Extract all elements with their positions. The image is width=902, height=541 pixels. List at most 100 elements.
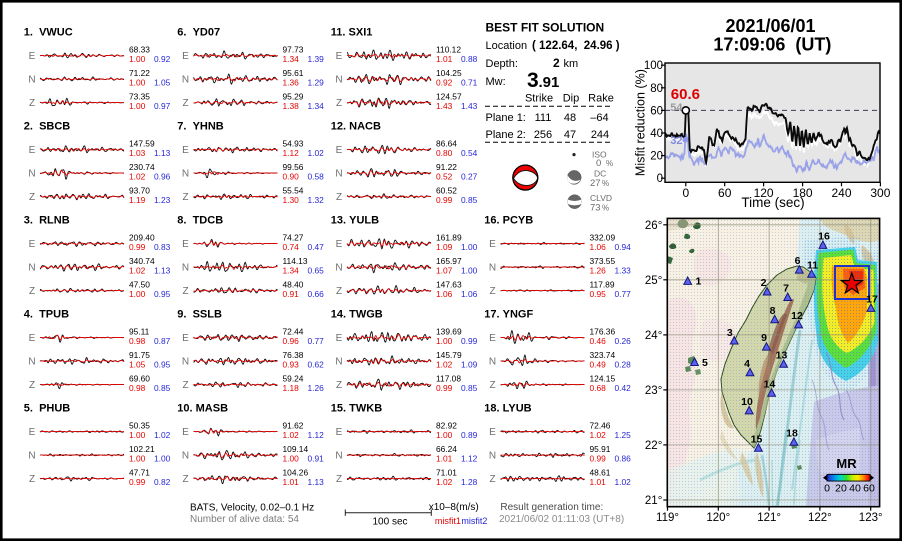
svg-text:0.94: 0.94 — [615, 242, 632, 252]
svg-text:114.13: 114.13 — [283, 256, 308, 266]
svg-text:1.00: 1.00 — [461, 265, 478, 275]
svg-text:8: 8 — [770, 305, 776, 317]
svg-text:BATS, Velocity, 0.02–0.1 Hz: BATS, Velocity, 0.02–0.1 Hz — [190, 503, 314, 514]
svg-text:Z: Z — [336, 286, 342, 297]
svg-text:6. YD07: 6. YD07 — [177, 27, 220, 39]
svg-text:Z: Z — [489, 474, 495, 485]
svg-text:1.29: 1.29 — [308, 77, 325, 87]
svg-text:74.27: 74.27 — [283, 232, 304, 242]
svg-text:Location: Location — [486, 40, 528, 52]
svg-text:E: E — [336, 427, 343, 438]
svg-text:N: N — [182, 357, 189, 368]
svg-text:0.68: 0.68 — [590, 383, 607, 393]
svg-text:E: E — [336, 145, 343, 156]
svg-text:E: E — [336, 239, 343, 250]
svg-text:0.98: 0.98 — [129, 336, 146, 346]
svg-text:0.86: 0.86 — [615, 453, 632, 463]
svg-text:69.60: 69.60 — [129, 373, 150, 383]
svg-text:117.08: 117.08 — [436, 373, 461, 383]
svg-text:256: 256 — [534, 129, 552, 141]
svg-text:100 sec: 100 sec — [372, 516, 407, 527]
svg-text:323.74: 323.74 — [590, 350, 616, 360]
svg-text:0.93: 0.93 — [283, 359, 300, 369]
svg-text:Result generation time:: Result generation time: — [500, 502, 603, 513]
svg-text:27: 27 — [590, 178, 601, 189]
svg-text:122°: 122° — [808, 512, 832, 524]
svg-text:54.93: 54.93 — [283, 138, 304, 148]
svg-text:0.77: 0.77 — [308, 336, 325, 346]
svg-text:120°: 120° — [706, 512, 730, 524]
svg-text:244: 244 — [591, 129, 609, 141]
svg-text:124.15: 124.15 — [590, 373, 616, 383]
svg-text:0.89: 0.89 — [461, 430, 478, 440]
svg-text:1.26: 1.26 — [308, 383, 325, 393]
svg-text:E: E — [182, 239, 189, 250]
svg-text:E: E — [182, 333, 189, 344]
svg-text:86.64: 86.64 — [436, 138, 457, 148]
svg-text:99.56: 99.56 — [283, 162, 304, 172]
svg-text:340.74: 340.74 — [129, 256, 155, 266]
svg-text:0.99: 0.99 — [436, 195, 453, 205]
svg-text:N: N — [335, 169, 342, 180]
svg-text:7: 7 — [783, 283, 789, 295]
svg-text:2. SBCB: 2. SBCB — [24, 121, 71, 133]
svg-text:124.57: 124.57 — [436, 91, 462, 101]
svg-text:1.05: 1.05 — [129, 359, 146, 369]
svg-text:11: 11 — [807, 259, 818, 271]
svg-text:1.02: 1.02 — [615, 477, 632, 487]
svg-text:0.27: 0.27 — [461, 171, 478, 181]
svg-text:1.02: 1.02 — [436, 359, 453, 369]
svg-text:1.34: 1.34 — [308, 101, 325, 111]
svg-text:209.40: 209.40 — [129, 232, 155, 242]
svg-text:165.97: 165.97 — [436, 256, 462, 266]
svg-text:104.25: 104.25 — [436, 68, 462, 78]
svg-text:230.74: 230.74 — [129, 162, 155, 172]
svg-text:17:09:06 (UT): 17:09:06 (UT) — [713, 34, 831, 54]
svg-text:0.62: 0.62 — [308, 359, 325, 369]
svg-text:N: N — [182, 75, 189, 86]
svg-text:1.01: 1.01 — [436, 54, 453, 64]
svg-text:E: E — [489, 333, 496, 344]
svg-text:12. NACB: 12. NACB — [331, 121, 381, 133]
svg-text:Z: Z — [182, 192, 188, 203]
svg-text:55.54: 55.54 — [283, 185, 304, 195]
svg-text:1.00: 1.00 — [129, 289, 146, 299]
svg-text:60: 60 — [718, 186, 732, 200]
svg-text:Misfit reduction (%): Misfit reduction (%) — [634, 69, 648, 176]
svg-text:Z: Z — [29, 380, 35, 391]
svg-text:100: 100 — [644, 60, 663, 72]
svg-text:Z: Z — [29, 98, 35, 109]
svg-text:1.02: 1.02 — [308, 148, 325, 158]
svg-text:N: N — [28, 263, 35, 274]
svg-text:21°: 21° — [645, 495, 662, 507]
svg-text:48.61: 48.61 — [590, 467, 611, 477]
svg-text:1.43: 1.43 — [461, 101, 478, 111]
svg-text:1.23: 1.23 — [154, 195, 171, 205]
svg-text:2: 2 — [761, 277, 767, 289]
svg-text:Plane 2:: Plane 2: — [486, 129, 526, 141]
svg-text:1.01: 1.01 — [283, 477, 300, 487]
svg-text:32: 32 — [670, 135, 682, 147]
svg-text:N: N — [335, 263, 342, 274]
svg-text:161.89: 161.89 — [436, 232, 462, 242]
svg-text:147.59: 147.59 — [129, 138, 155, 148]
svg-text:1.00: 1.00 — [283, 453, 300, 463]
svg-text:Z: Z — [336, 98, 342, 109]
svg-text:1.13: 1.13 — [154, 265, 171, 275]
svg-text:Depth:: Depth: — [486, 58, 518, 70]
svg-text:2021/06/01: 2021/06/01 — [725, 16, 815, 36]
svg-text:47.71: 47.71 — [129, 467, 150, 477]
svg-text:10: 10 — [741, 396, 753, 408]
svg-text:1.12: 1.12 — [283, 148, 300, 158]
svg-text:0.74: 0.74 — [283, 242, 300, 252]
svg-text:1.12: 1.12 — [461, 453, 478, 463]
svg-text:1.19: 1.19 — [129, 195, 146, 205]
svg-text:1.00: 1.00 — [129, 453, 146, 463]
svg-text:91.62: 91.62 — [283, 420, 304, 430]
svg-text:71.22: 71.22 — [129, 68, 150, 78]
svg-text:0.87: 0.87 — [154, 336, 171, 346]
svg-text:97.73: 97.73 — [283, 44, 304, 54]
svg-text:N: N — [335, 451, 342, 462]
svg-text:13. YULB: 13. YULB — [331, 215, 379, 227]
svg-text:147.63: 147.63 — [436, 279, 462, 289]
